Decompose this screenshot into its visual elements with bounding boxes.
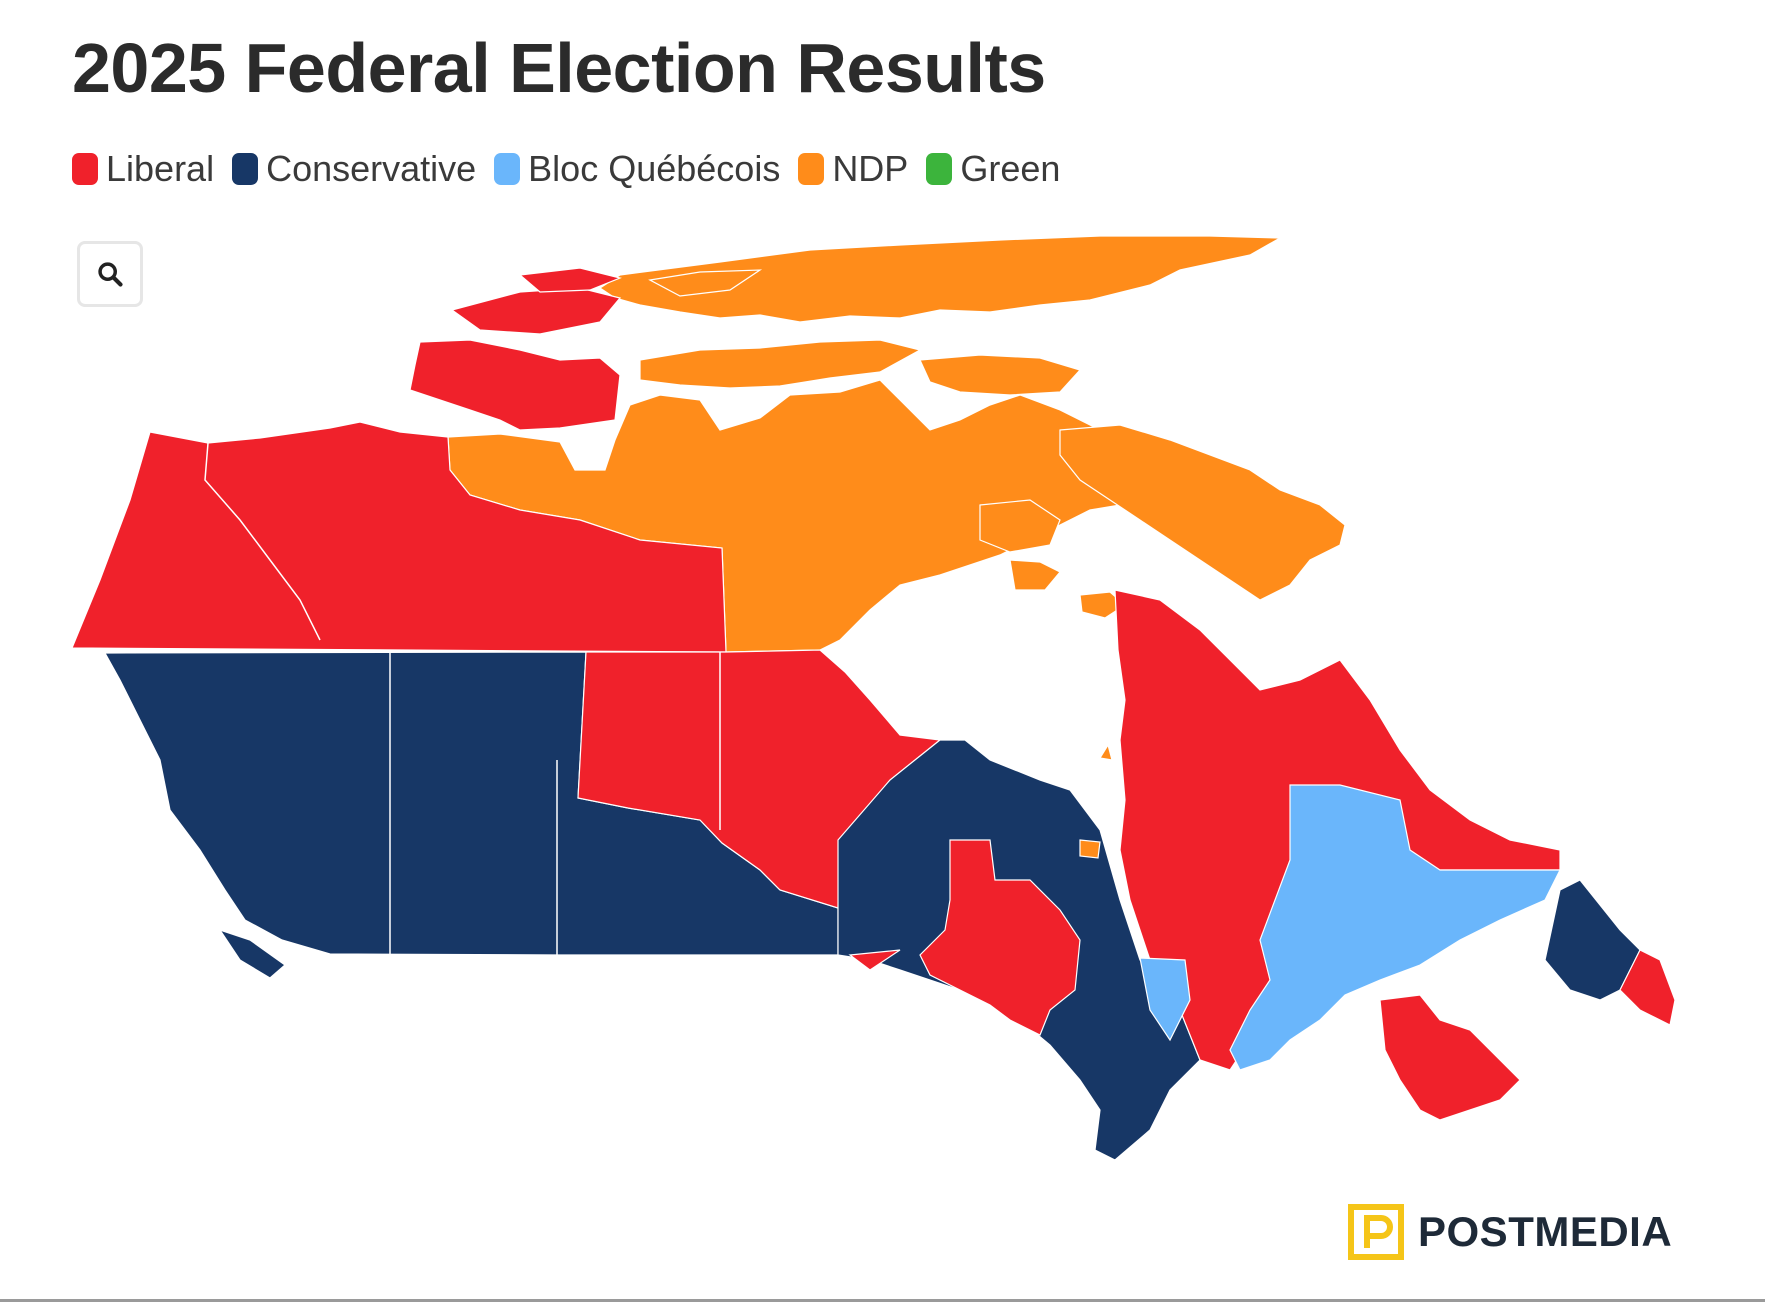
page-title: 2025 Federal Election Results (72, 29, 1046, 107)
postmedia-logo-icon (1348, 1204, 1404, 1260)
legend-swatch-ndp (798, 153, 825, 185)
region-yukon-nwt[interactable] (71, 421, 727, 653)
search-icon (98, 262, 123, 287)
legend-label: NDP (832, 148, 909, 189)
region-ontario-liberal[interactable] (848, 839, 1081, 1036)
brand-name: POSTMEDIA (1418, 1208, 1673, 1255)
region-nunavut[interactable] (447, 235, 1346, 653)
zoom-button[interactable] (77, 241, 143, 307)
region-coastal-ndp[interactable] (1079, 743, 1113, 859)
legend-swatch-liberal (72, 153, 98, 185)
region-maritimes[interactable] (1379, 949, 1676, 1121)
legend-label: Bloc Québécois (528, 148, 781, 189)
legend-item-ndp: NDP (798, 148, 908, 190)
legend-item-bloc: Bloc Québécois (494, 148, 780, 190)
region-quebec-bloc[interactable] (1139, 784, 1561, 1071)
legend-label: Green (960, 148, 1061, 189)
bottom-rule (0, 1299, 1765, 1302)
legend-swatch-bloc (494, 153, 521, 185)
legend-swatch-green (926, 153, 953, 185)
postmedia-logo: POSTMEDIA (1348, 1204, 1672, 1260)
legend-item-liberal: Liberal (72, 148, 214, 190)
legend-item-conservative: Conservative (232, 148, 476, 190)
region-nwt-islands[interactable] (409, 267, 622, 431)
legend-label: Liberal (106, 148, 215, 189)
legend: Liberal Conservative Bloc Québécois NDP … (72, 148, 1078, 190)
legend-item-green: Green (926, 148, 1060, 190)
legend-swatch-conservative (232, 153, 259, 185)
legend-label: Conservative (266, 148, 477, 189)
canada-map[interactable] (0, 220, 1765, 1200)
